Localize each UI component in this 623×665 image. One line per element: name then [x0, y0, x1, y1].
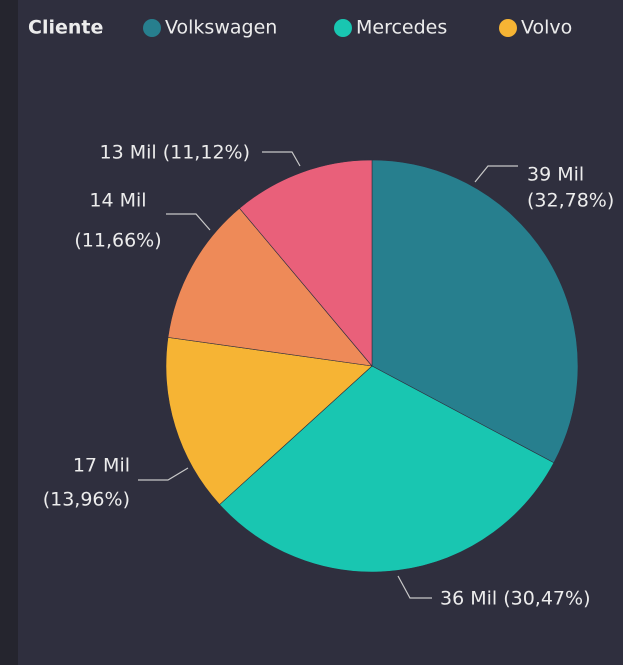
legend-label: Mercedes: [356, 17, 447, 39]
data-label: (32,78%): [527, 190, 614, 212]
legend-marker: [143, 19, 161, 37]
leader-line: [262, 151, 301, 167]
data-label: 13 Mil (11,12%): [100, 142, 250, 164]
side-strip: [0, 0, 18, 665]
data-label: 17 Mil: [73, 455, 130, 477]
pie-slice: [167, 207, 373, 367]
legend-marker: [499, 19, 517, 37]
legend-marker: [334, 19, 352, 37]
data-label: (13,96%): [43, 489, 130, 511]
leader-line: [397, 575, 432, 599]
legend-title: Cliente: [28, 17, 103, 39]
leader-line: [138, 467, 189, 481]
data-label: (11,66%): [74, 230, 161, 252]
legend-label: Volvo: [521, 17, 572, 39]
pie-slice: [219, 365, 555, 573]
leader-line: [166, 213, 211, 231]
pie-slice: [239, 159, 373, 367]
leader-line: [474, 165, 518, 183]
pie-slice: [371, 159, 579, 464]
legend-label: Volkswagen: [165, 17, 277, 39]
data-label: 14 Mil: [89, 190, 146, 212]
data-label: 39 Mil: [527, 164, 584, 186]
data-label: 36 Mil (30,47%): [440, 588, 590, 610]
pie-slice: [165, 337, 373, 506]
